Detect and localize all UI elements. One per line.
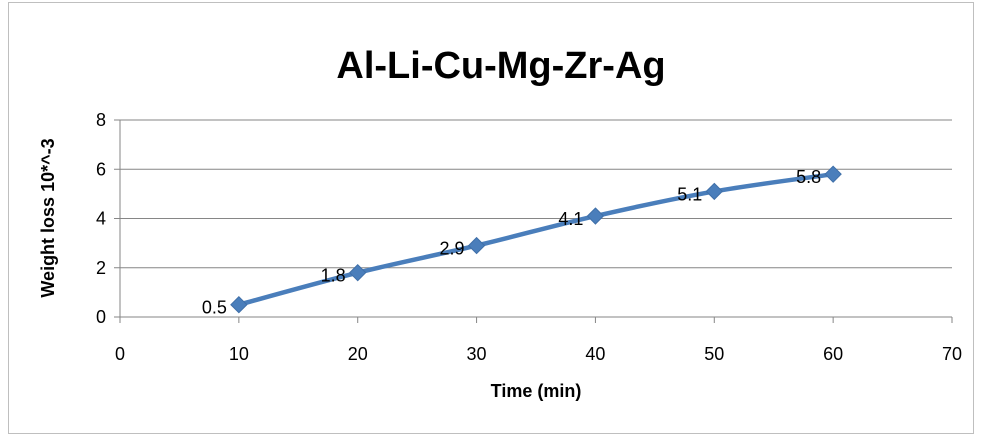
x-tick-label: 0: [115, 344, 125, 364]
data-point-marker: [705, 182, 723, 201]
data-point-marker: [824, 165, 842, 183]
data-label: 1.8: [321, 266, 346, 286]
x-tick-label: 70: [942, 344, 962, 364]
x-axis-title: Time (min): [491, 381, 582, 401]
data-label: 5.1: [677, 184, 702, 204]
chart-title: Al-Li-Cu-Mg-Zr-Ag: [336, 45, 665, 87]
data-point-marker: [467, 236, 486, 255]
data-series: [230, 165, 842, 314]
data-label: 4.1: [558, 209, 583, 229]
y-axis-title: Weight loss 10*^-3: [38, 138, 58, 297]
y-tick-label: 2: [96, 258, 106, 278]
x-tick-label: 10: [229, 344, 249, 364]
x-tick-label: 30: [467, 344, 487, 364]
x-tick-label: 20: [348, 344, 368, 364]
data-labels: 0.5 1.8 2.9 4.1 5.1 5.8: [202, 167, 821, 318]
gridlines: [120, 119, 952, 269]
axes: [114, 119, 953, 323]
y-tick-label: 6: [96, 159, 106, 179]
x-tick-label: 50: [704, 344, 724, 364]
data-point-marker: [586, 207, 605, 225]
y-tick-label: 4: [96, 209, 106, 229]
y-tick-label: 8: [96, 110, 106, 130]
data-label: 2.9: [440, 239, 465, 259]
data-label: 5.8: [796, 167, 821, 187]
tick-labels: 0 2 4 6 8 0 10 20 30 40 50 60 70: [96, 110, 962, 364]
x-tick-label: 60: [823, 344, 843, 364]
data-point-marker: [230, 295, 248, 314]
data-label: 0.5: [202, 298, 227, 318]
y-tick-label: 0: [96, 307, 106, 327]
data-point-marker: [349, 263, 367, 282]
x-tick-label: 40: [585, 344, 605, 364]
